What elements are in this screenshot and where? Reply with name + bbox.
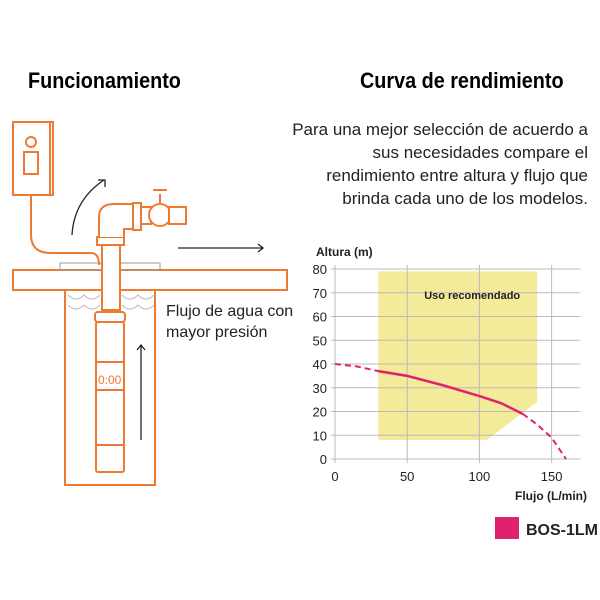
funcionamiento-title: Funcionamiento bbox=[28, 68, 181, 93]
legend-swatch bbox=[495, 517, 519, 539]
description: Para una mejor selección de acuerdo a su… bbox=[292, 120, 588, 208]
legend-label: BOS-1LM bbox=[526, 522, 598, 539]
well bbox=[64, 290, 156, 486]
y-tick-label: 0 bbox=[320, 452, 327, 467]
pump bbox=[94, 311, 126, 473]
x-tick-label: 100 bbox=[469, 469, 491, 484]
curve-dashed-start bbox=[334, 363, 379, 373]
x-axis-label: Flujo (L/min) bbox=[515, 489, 587, 503]
pipe bbox=[96, 189, 187, 311]
y-tick-label: 20 bbox=[313, 405, 327, 420]
y-tick-label: 70 bbox=[313, 286, 327, 301]
curve-dashed-end bbox=[522, 413, 567, 460]
y-tick-label: 30 bbox=[313, 381, 327, 396]
y-tick-label: 60 bbox=[313, 310, 327, 325]
x-tick-label: 150 bbox=[541, 469, 563, 484]
flow-arrows bbox=[71, 179, 265, 440]
y-tick-label: 50 bbox=[313, 333, 327, 348]
flow-label-1: Flujo de agua con bbox=[166, 303, 293, 320]
flow-label-2: mayor presión bbox=[166, 324, 267, 341]
y-tick-label: 80 bbox=[313, 262, 327, 277]
x-tick-label: 50 bbox=[400, 469, 414, 484]
y-tick-label: 40 bbox=[313, 357, 327, 372]
y-tick-label: 10 bbox=[313, 428, 327, 443]
cable bbox=[30, 195, 100, 266]
curve-solid bbox=[378, 369, 524, 415]
recommended-zone bbox=[378, 271, 538, 440]
pump-display: 0:00 bbox=[98, 373, 122, 387]
x-tick-label: 0 bbox=[331, 469, 338, 484]
y-axis-label: Altura (m) bbox=[316, 245, 373, 259]
zone-label: Uso recomendado bbox=[424, 290, 520, 302]
chart-title: Curva de rendimiento bbox=[360, 68, 564, 93]
